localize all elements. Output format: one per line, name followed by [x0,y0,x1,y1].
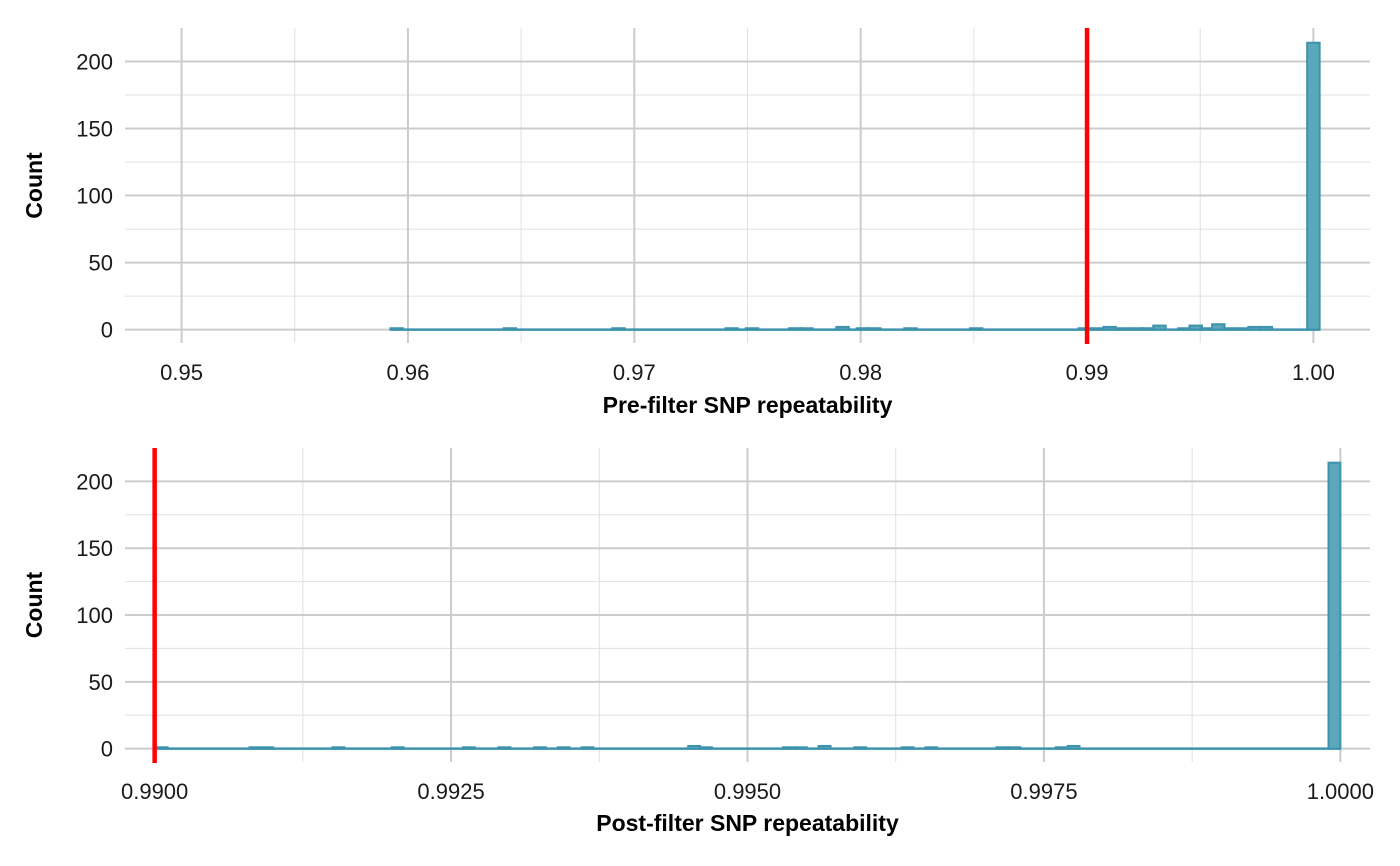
y-tick-label: 50 [89,251,113,276]
y-tick-label: 150 [76,117,113,142]
y-tick-label: 150 [76,536,113,561]
histogram-bar [1066,744,1081,750]
histogram-bar [782,746,796,750]
histogram-bar [389,327,404,331]
histogram-bar [724,327,739,331]
histogram-bar [744,327,760,331]
y-tick-label: 200 [76,50,113,75]
y-tick-label: 50 [89,670,113,695]
y-axis-title: Count [21,152,47,219]
histogram-bar [867,327,882,331]
histogram-bar [1102,325,1117,331]
x-tick-label: 0.97 [613,360,656,385]
histogram-bar [835,325,850,331]
histogram-bar [968,327,984,331]
x-tick-label: 0.9975 [1010,779,1077,804]
histogram-bar [1077,327,1093,331]
y-tick-label: 0 [101,737,113,762]
histogram-bar [1211,323,1226,331]
histogram-bar [903,327,918,331]
histogram-bar [533,746,547,750]
y-tick-label: 0 [101,318,113,343]
histogram-bar [817,744,832,750]
histogram-bar [556,746,571,750]
histogram-bar [799,327,814,331]
histogram-bar [1116,327,1131,331]
x-tick-label: 0.95 [160,360,203,385]
histogram-bar [497,746,512,750]
y-tick-label: 100 [76,184,113,209]
histogram-bar [1327,461,1342,750]
histogram-bar [793,746,808,750]
x-tick-label: 0.9900 [121,779,188,804]
x-tick-label: 0.9925 [417,779,484,804]
histogram-bar [248,746,263,750]
panel-2: 0 50 100 150 200 0.9900 0.9925 0.9950 0.9975 1.00… [21,448,1374,836]
histogram-bar [699,746,713,750]
x-tick-label: 0.9950 [714,779,781,804]
histogram-bar [331,746,346,750]
y-tick-label: 200 [76,469,113,494]
panel-1: 0 50 100 150 200 0.95 0.96 0.97 0.98 0.99 1.00 Pre-… [21,28,1370,418]
histogram-bar [502,327,518,331]
histogram-bar [611,327,626,331]
histogram-bar [461,746,476,750]
y-tick-label: 100 [76,603,113,628]
histogram-bar [687,744,702,750]
histogram-bar [1054,746,1069,750]
histogram-bar [1152,324,1167,331]
x-axis-title: Pre-filter SNP repeatability [603,392,893,418]
y-axis-title: Count [21,571,47,638]
x-tick-label: 0.98 [839,360,882,385]
histogram-bar [900,746,915,750]
histogram-bar [853,746,868,750]
histogram-bar [260,746,275,750]
x-tick-label: 0.99 [1066,360,1109,385]
histogram-bar [580,746,595,750]
histogram-bar [1222,327,1237,331]
histogram-bar [154,746,169,750]
histogram-bar [1007,746,1022,750]
histogram-bar [1306,41,1321,331]
x-axis-title: Post-filter SNP repeatability [596,810,899,836]
x-tick-label: 0.96 [387,360,430,385]
histogram-bar [390,746,405,750]
x-tick-label: 1.00 [1292,360,1335,385]
histogram-bar [995,746,1010,750]
histogram-bar [924,746,939,750]
x-tick-label: 1.0000 [1307,779,1374,804]
histogram-bar [1258,325,1274,331]
